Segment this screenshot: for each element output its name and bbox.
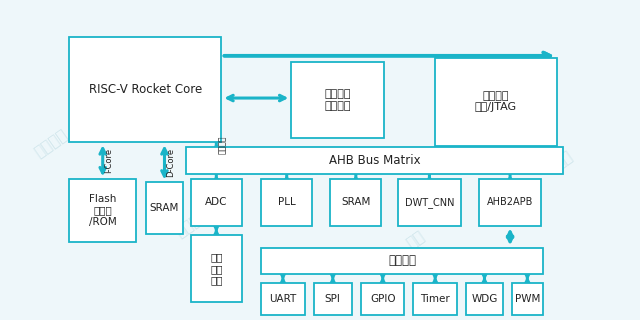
- FancyBboxPatch shape: [261, 283, 305, 315]
- FancyBboxPatch shape: [479, 179, 541, 226]
- FancyBboxPatch shape: [291, 62, 384, 138]
- Text: UART: UART: [269, 294, 296, 304]
- Text: D-Core: D-Core: [166, 148, 175, 177]
- Text: 外设总线: 外设总线: [388, 254, 416, 267]
- FancyBboxPatch shape: [261, 179, 312, 226]
- Text: PLL: PLL: [278, 197, 296, 207]
- Text: 系统总线: 系统总线: [218, 136, 227, 154]
- FancyBboxPatch shape: [435, 58, 557, 146]
- Text: 附加调试
组件/JTAG: 附加调试 组件/JTAG: [475, 91, 517, 112]
- FancyBboxPatch shape: [413, 283, 457, 315]
- Text: ADC: ADC: [205, 197, 228, 207]
- Text: 无锡: 无锡: [148, 68, 172, 92]
- Text: Flash
存储器
/ROM: Flash 存储器 /ROM: [89, 194, 116, 227]
- FancyBboxPatch shape: [330, 179, 381, 226]
- FancyBboxPatch shape: [69, 179, 136, 242]
- Text: 珹芯电子: 珹芯电子: [32, 127, 70, 161]
- Text: PWM: PWM: [515, 294, 540, 304]
- FancyBboxPatch shape: [191, 179, 242, 226]
- FancyBboxPatch shape: [314, 283, 352, 315]
- Text: 无锡: 无锡: [552, 148, 575, 172]
- FancyBboxPatch shape: [186, 147, 563, 174]
- Text: AHB Bus Matrix: AHB Bus Matrix: [328, 154, 420, 167]
- Text: 无锡珹: 无锡珹: [301, 95, 339, 129]
- Text: 珹芯: 珹芯: [404, 228, 428, 252]
- Text: 多路
选择
开关: 多路 选择 开关: [210, 252, 223, 285]
- Text: 系统时钟
控制模块: 系统时钟 控制模块: [324, 89, 351, 111]
- Text: GPIO: GPIO: [370, 294, 396, 304]
- FancyBboxPatch shape: [191, 235, 242, 302]
- FancyBboxPatch shape: [398, 179, 461, 226]
- Text: 珹芯电子: 珹芯电子: [173, 207, 211, 241]
- Text: RISC-V Rocket Core: RISC-V Rocket Core: [89, 83, 202, 96]
- Text: SPI: SPI: [325, 294, 340, 304]
- Text: 珹芯电子: 珹芯电子: [438, 70, 484, 109]
- FancyBboxPatch shape: [146, 182, 183, 234]
- Text: SRAM: SRAM: [150, 203, 179, 213]
- Text: Timer: Timer: [420, 294, 450, 304]
- Text: DWT_CNN: DWT_CNN: [404, 197, 454, 208]
- Text: WDG: WDG: [471, 294, 498, 304]
- FancyBboxPatch shape: [261, 248, 543, 274]
- Text: AHB2APB: AHB2APB: [487, 197, 533, 207]
- FancyBboxPatch shape: [512, 283, 543, 315]
- Text: I-Core: I-Core: [104, 148, 114, 173]
- FancyBboxPatch shape: [466, 283, 503, 315]
- FancyBboxPatch shape: [361, 283, 404, 315]
- Text: SRAM: SRAM: [341, 197, 371, 207]
- FancyBboxPatch shape: [69, 37, 221, 142]
